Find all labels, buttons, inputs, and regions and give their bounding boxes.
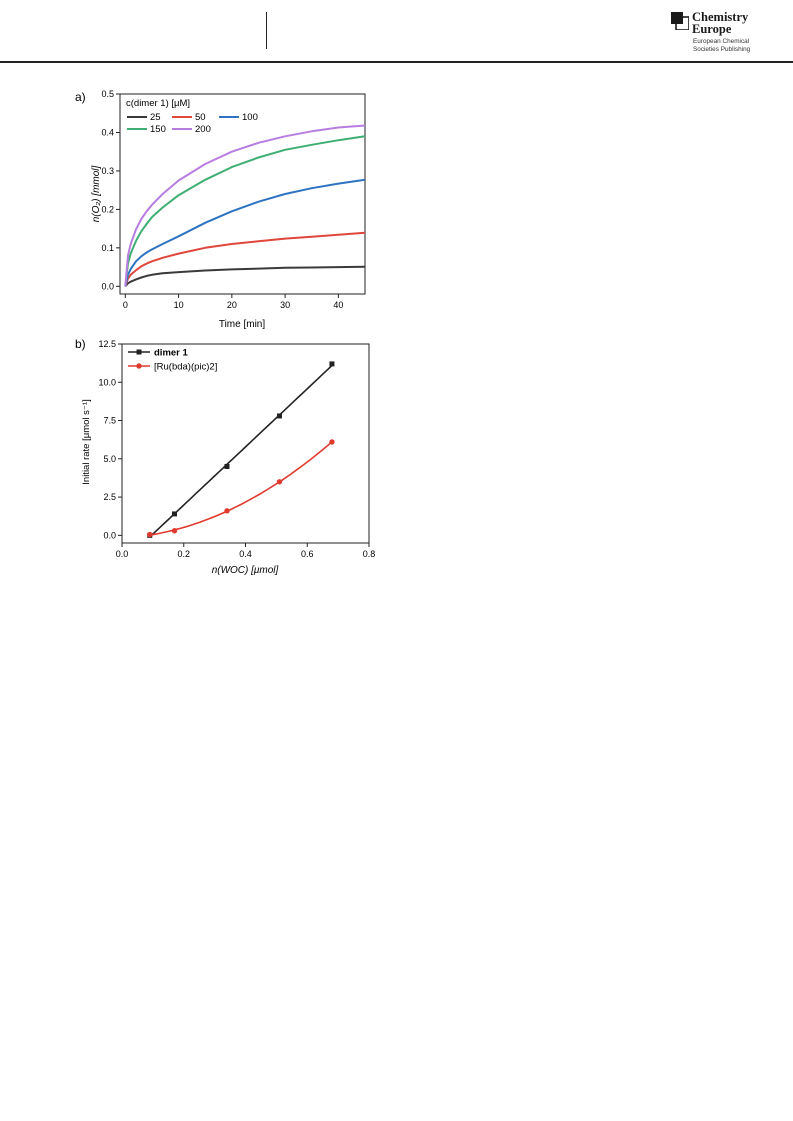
- x-tick-label-b-3: 0.6: [301, 549, 314, 559]
- x-tick-label-a-0: 0: [123, 300, 128, 310]
- y-axis-label-a: n(O₂) [mmol]: [91, 165, 102, 222]
- y-tick-label-b-5: 12.5: [98, 339, 116, 349]
- series-line-200: [124, 124, 366, 287]
- y-tick-label-a-5: 0.5: [101, 89, 114, 99]
- point-1-2: [224, 508, 230, 514]
- plot-frame-a: [119, 93, 366, 295]
- x-tick-label-b-0: 0.0: [116, 549, 129, 559]
- y-tick-label-a-2: 0.2: [101, 204, 114, 214]
- y-tick-label-a-4: 0.4: [101, 127, 114, 137]
- publisher-name: Chemistry Europe: [692, 10, 749, 36]
- series-line-150: [124, 135, 366, 287]
- publisher-line2: Europe: [692, 22, 732, 36]
- series-line-50: [124, 231, 366, 287]
- chart-panel-a: a) 0 10 20 30 40 0.0 0.1 0.2 0.3 0.4 0.5 Time [mi…: [75, 89, 366, 330]
- y-tick-label-b-4: 10.0: [98, 377, 116, 387]
- y-tick-label-a-3: 0.3: [101, 166, 114, 176]
- x-axis-label-b: n(WOC) [μmol]: [212, 565, 279, 576]
- x-tick-label-a-2: 20: [227, 300, 237, 310]
- y-tick-label-b-0: 0.0: [103, 530, 116, 540]
- publisher-subtitle: European Chemical Societies Publishing: [693, 38, 750, 54]
- point-0-4: [329, 361, 335, 367]
- legend-label-100: 100: [242, 112, 258, 123]
- fit-line-0: [149, 364, 333, 538]
- legend-label-b-0: dimer 1: [154, 348, 189, 359]
- point-1-0: [147, 531, 153, 538]
- panel-label-b: b): [75, 337, 86, 351]
- header-rule: [0, 61, 793, 63]
- y-tick-label-a-1: 0.1: [101, 243, 114, 253]
- series-line-100: [124, 178, 366, 287]
- y-axis-label-b: Initial rate [μmol s⁻¹]: [81, 399, 92, 484]
- fit-line-1: [149, 441, 333, 536]
- series-line-25: [124, 265, 366, 287]
- publisher-logo: Chemistry Europe European Chemical Socie…: [671, 11, 781, 53]
- legend-label-b-1: [Ru(bda)(pic)2]: [154, 362, 217, 373]
- y-tick-label-b-3: 7.5: [103, 416, 116, 426]
- publisher-line1: Chemistry: [692, 10, 749, 24]
- legend-label-150: 150: [150, 124, 166, 135]
- legend-marker-b-1: [136, 363, 142, 369]
- x-tick-label-a-4: 40: [333, 300, 343, 310]
- y-tick-label-a-0: 0.0: [101, 281, 114, 291]
- legend-label-25: 25: [150, 112, 161, 123]
- x-axis-label-a: Time [min]: [219, 319, 266, 330]
- point-0-3: [276, 413, 282, 419]
- panel-label-a: a): [75, 90, 86, 104]
- chemistry-europe-logo-icon: [671, 12, 689, 30]
- x-tick-label-b-4: 0.8: [363, 549, 376, 559]
- y-tick-label-b-1: 2.5: [103, 492, 116, 502]
- y-tick-label-b-2: 5.0: [103, 454, 116, 464]
- chart-panel-b: b) 0.0 0.2 0.4 0.6 0.8 0.02.55.07.510.012.5 …: [75, 337, 375, 576]
- x-tick-label-a-1: 10: [174, 300, 184, 310]
- point-1-1: [171, 528, 178, 534]
- header-divider: [266, 12, 267, 49]
- legend-label-200: 200: [195, 124, 211, 135]
- legend-label-50: 50: [195, 112, 206, 123]
- legend-marker-b-0: [136, 349, 142, 355]
- point-1-4: [329, 439, 335, 445]
- point-0-2: [224, 463, 230, 469]
- x-tick-label-b-2: 0.4: [239, 549, 252, 559]
- x-tick-label-b-1: 0.2: [177, 549, 190, 559]
- legend-title-a: c(dimer 1) [μM]: [126, 98, 190, 109]
- publisher-sub2: Societies Publishing: [693, 46, 751, 53]
- x-tick-label-a-3: 30: [280, 300, 290, 310]
- point-1-3: [276, 479, 283, 485]
- publisher-sub1: European Chemical: [693, 38, 750, 45]
- point-0-1: [171, 511, 177, 517]
